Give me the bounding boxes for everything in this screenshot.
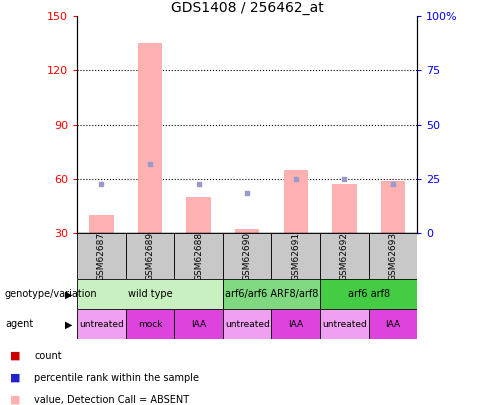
Text: IAA: IAA — [386, 320, 401, 329]
Point — [146, 161, 154, 168]
Text: value, Detection Call = ABSENT: value, Detection Call = ABSENT — [34, 395, 189, 405]
Bar — [320, 309, 368, 339]
Point — [98, 181, 105, 188]
Text: GSM62692: GSM62692 — [340, 232, 349, 281]
Text: agent: agent — [5, 320, 33, 329]
Bar — [271, 309, 320, 339]
Bar — [126, 309, 174, 339]
Bar — [368, 309, 417, 339]
Bar — [126, 233, 174, 279]
Text: untreated: untreated — [225, 320, 269, 329]
Text: IAA: IAA — [288, 320, 304, 329]
Bar — [89, 215, 114, 233]
Text: arf6 arf8: arf6 arf8 — [347, 290, 390, 299]
Text: GSM62688: GSM62688 — [194, 232, 203, 281]
Text: ■: ■ — [10, 395, 20, 405]
Bar — [235, 229, 259, 233]
Point — [244, 190, 251, 196]
Text: ▶: ▶ — [65, 320, 72, 329]
Text: untreated: untreated — [322, 320, 366, 329]
Text: GSM62687: GSM62687 — [97, 232, 106, 281]
Point — [341, 175, 348, 182]
Text: GSM62689: GSM62689 — [145, 232, 155, 281]
Text: IAA: IAA — [191, 320, 206, 329]
Point — [389, 181, 397, 188]
Bar — [284, 170, 308, 233]
Text: count: count — [34, 351, 62, 360]
Text: ■: ■ — [10, 351, 20, 360]
Text: ■: ■ — [10, 373, 20, 383]
Bar — [77, 279, 223, 309]
Title: GDS1408 / 256462_at: GDS1408 / 256462_at — [171, 1, 324, 15]
Bar — [271, 233, 320, 279]
Text: percentile rank within the sample: percentile rank within the sample — [34, 373, 199, 383]
Text: arf6/arf6 ARF8/arf8: arf6/arf6 ARF8/arf8 — [225, 290, 318, 299]
Text: genotype/variation: genotype/variation — [5, 290, 98, 299]
Point — [195, 181, 203, 188]
Text: GSM62693: GSM62693 — [388, 232, 397, 281]
Bar — [320, 279, 417, 309]
Text: GSM62691: GSM62691 — [291, 232, 300, 281]
Bar — [223, 309, 271, 339]
Text: GSM62690: GSM62690 — [243, 232, 252, 281]
Bar — [174, 233, 223, 279]
Point — [292, 175, 300, 182]
Bar — [77, 309, 126, 339]
Bar — [223, 279, 320, 309]
Bar — [186, 197, 211, 233]
Bar — [138, 43, 162, 233]
Text: untreated: untreated — [79, 320, 124, 329]
Text: ▶: ▶ — [65, 290, 72, 299]
Bar — [174, 309, 223, 339]
Bar — [381, 181, 405, 233]
Text: mock: mock — [138, 320, 162, 329]
Bar — [368, 233, 417, 279]
Bar — [77, 233, 126, 279]
Bar — [320, 233, 368, 279]
Text: wild type: wild type — [128, 290, 172, 299]
Bar — [332, 184, 357, 233]
Bar — [223, 233, 271, 279]
